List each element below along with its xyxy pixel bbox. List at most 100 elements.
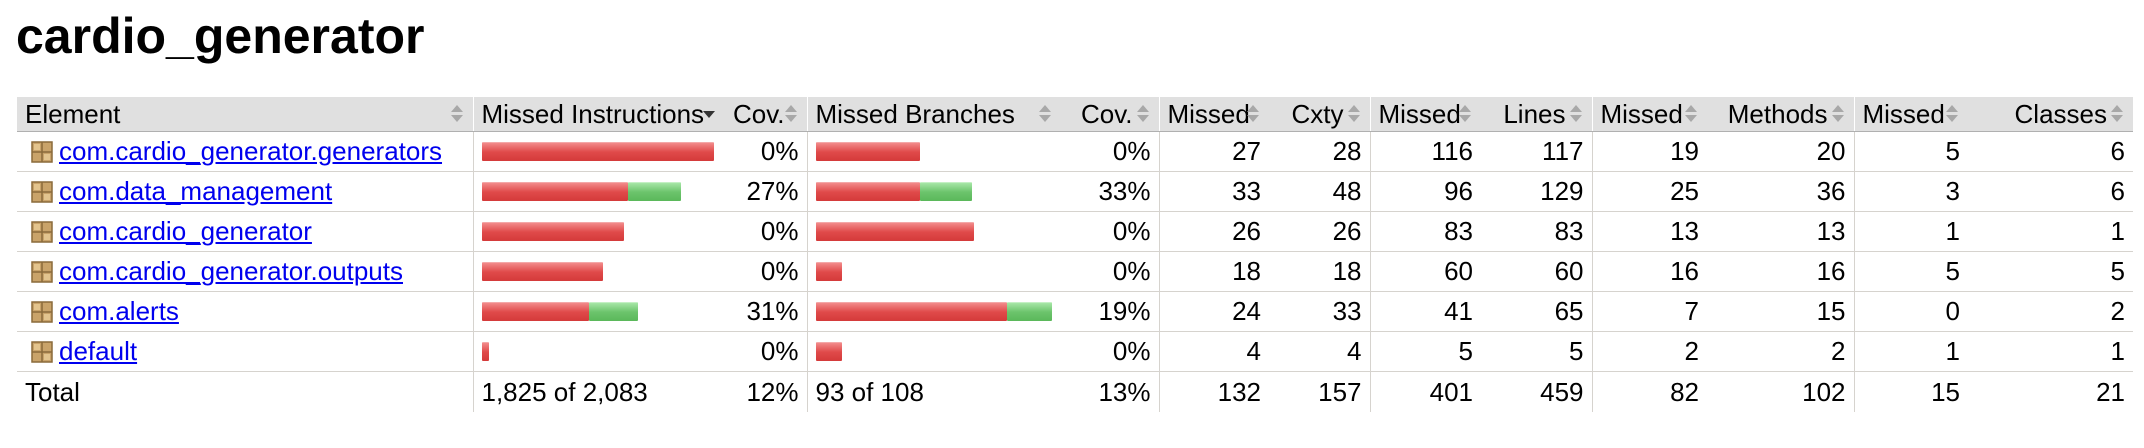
header-missed-lines[interactable]: Missed <box>1369 97 1481 132</box>
missed-branches-bar <box>815 142 920 161</box>
header-missed-classes[interactable]: Missed <box>1853 97 1968 132</box>
classes: 5 <box>1968 251 2133 292</box>
covered-branches-bar <box>919 182 972 201</box>
sort-icon <box>1831 105 1846 123</box>
header-instructions-coverage[interactable]: Cov. <box>725 97 807 132</box>
header-classes[interactable]: Classes <box>1968 97 2133 132</box>
missed-cxty: 4 <box>1158 331 1269 372</box>
header-methods[interactable]: Methods <box>1707 97 1854 132</box>
missed-lines: 41 <box>1369 291 1481 332</box>
branches-bar <box>806 251 1061 292</box>
total-missed-cxty: 132 <box>1158 371 1269 412</box>
header-cxty[interactable]: Cxty <box>1269 97 1370 132</box>
branches-coverage: 19% <box>1061 291 1159 332</box>
header-branches-coverage[interactable]: Cov. <box>1061 97 1159 132</box>
branches-coverage: 0% <box>1061 131 1159 172</box>
total-cxty: 157 <box>1318 376 1362 407</box>
total-label: Total <box>25 376 80 407</box>
classes: 1 <box>1968 211 2133 252</box>
instructions-bar <box>472 211 725 252</box>
missed-classes: 1 <box>1853 331 1968 372</box>
package-link[interactable]: com.alerts <box>59 296 179 326</box>
cxty: 4 <box>1269 331 1370 372</box>
instructions-bar <box>472 291 725 332</box>
branches-bar <box>806 291 1061 332</box>
table-header: Element Missed Instructions Cov. Missed … <box>17 97 2133 132</box>
package-link[interactable]: com.cardio_generator.generators <box>59 136 443 166</box>
total-instructions: 1,825 of 2,083 <box>472 371 725 412</box>
classes: 6 <box>1968 131 2133 172</box>
branches-bar <box>806 131 1061 172</box>
package-icon <box>31 221 53 243</box>
missed-instructions-bar <box>481 142 714 161</box>
cxty: 18 <box>1269 251 1370 292</box>
package-link[interactable]: default <box>59 336 138 366</box>
missed-lines: 116 <box>1369 131 1481 172</box>
sort-icon <box>1247 105 1261 123</box>
missed-instructions-bar <box>481 262 603 281</box>
package-link[interactable]: com.cardio_generator.outputs <box>59 256 403 286</box>
sort-icon <box>784 105 799 123</box>
methods: 20 <box>1707 131 1854 172</box>
header-lines[interactable]: Lines <box>1481 97 1592 132</box>
package-link[interactable]: com.cardio_generator <box>59 216 312 246</box>
instructions-bar <box>472 331 725 372</box>
lines: 129 <box>1481 171 1592 212</box>
element-cell: com.cardio_generator.generators <box>17 131 473 172</box>
instructions-bar <box>472 171 725 212</box>
missed-methods: 25 <box>1591 171 1707 212</box>
sort-icon <box>1039 105 1053 123</box>
missed-branches-bar <box>815 262 842 281</box>
cxty: 26 <box>1269 211 1370 252</box>
element-cell: com.data_management <box>17 171 473 212</box>
package-icon <box>31 301 53 323</box>
covered-instructions-bar <box>588 302 638 321</box>
package-icon <box>31 181 53 203</box>
total-branches-coverage: 13% <box>1098 376 1151 407</box>
classes: 1 <box>1968 331 2133 372</box>
header-element[interactable]: Element <box>17 97 473 132</box>
missed-lines: 60 <box>1369 251 1481 292</box>
instructions-coverage: 0% <box>725 131 807 172</box>
table-row: default 0% 0% 4 4 5 5 2 2 1 1 <box>17 331 2133 372</box>
table-row: com.cardio_generator.generators 0% 0% 27… <box>17 131 2133 172</box>
cxty: 28 <box>1269 131 1370 172</box>
instructions-coverage: 31% <box>725 291 807 332</box>
total-row: Total 1,825 of 2,083 12% 93 of 108 13% 1… <box>17 371 2133 412</box>
table-row: com.cardio_generator 0% 0% 26 26 83 83 1… <box>17 211 2133 252</box>
branches-coverage: 0% <box>1061 211 1159 252</box>
missed-branches-bar <box>815 302 1007 321</box>
instructions-coverage: 27% <box>725 171 807 212</box>
instructions-coverage: 0% <box>725 331 807 372</box>
table-body: com.cardio_generator.generators 0% 0% 27… <box>17 131 2133 372</box>
missed-methods: 2 <box>1591 331 1707 372</box>
header-missed-methods[interactable]: Missed <box>1591 97 1707 132</box>
methods: 2 <box>1707 331 1854 372</box>
covered-instructions-bar <box>627 182 681 201</box>
package-link[interactable]: com.data_management <box>59 176 333 206</box>
sort-descending-icon <box>703 105 717 123</box>
total-methods: 102 <box>1802 376 1846 407</box>
lines: 5 <box>1481 331 1592 372</box>
missed-cxty: 26 <box>1158 211 1269 252</box>
missed-cxty: 33 <box>1158 171 1269 212</box>
element-cell: default <box>17 331 473 372</box>
element-cell: com.alerts <box>17 291 473 332</box>
table-row: com.data_management 27% 33% 33 48 96 129… <box>17 171 2133 212</box>
lines: 65 <box>1481 291 1592 332</box>
missed-cxty: 18 <box>1158 251 1269 292</box>
total-instructions-coverage: 12% <box>746 376 799 407</box>
branches-coverage: 0% <box>1061 251 1159 292</box>
package-icon <box>31 341 53 363</box>
branches-bar <box>806 211 1061 252</box>
page-title: cardio_generator <box>16 8 425 64</box>
sort-icon <box>2111 105 2125 123</box>
header-missed-instructions[interactable]: Missed Instructions <box>472 97 725 132</box>
missed-cxty: 27 <box>1158 131 1269 172</box>
missed-instructions-bar <box>481 222 624 241</box>
header-missed-cxty[interactable]: Missed <box>1158 97 1269 132</box>
header-missed-branches[interactable]: Missed Branches <box>806 97 1061 132</box>
missed-lines: 96 <box>1369 171 1481 212</box>
missed-branches-bar <box>815 222 974 241</box>
missed-methods: 7 <box>1591 291 1707 332</box>
